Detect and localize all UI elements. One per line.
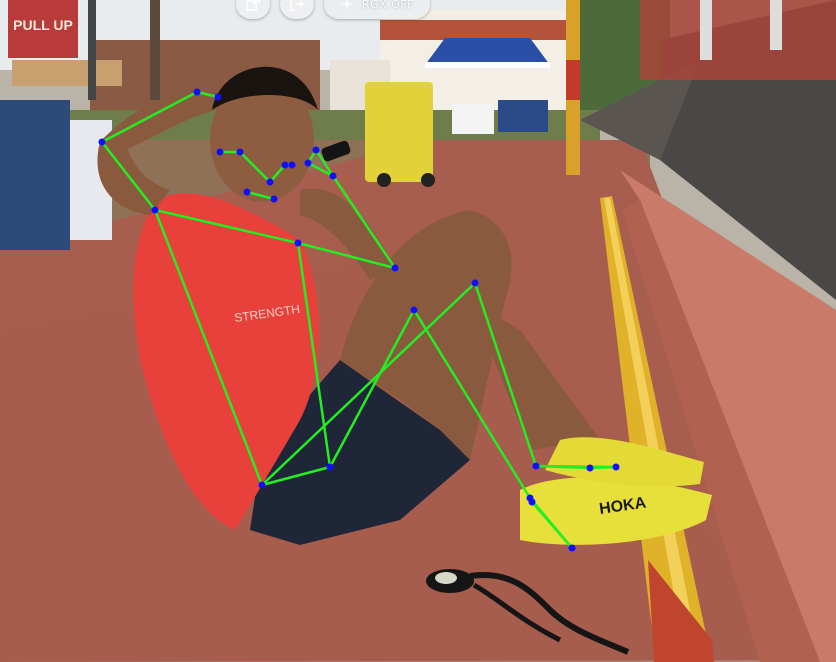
top-toolbar: RGX OFF xyxy=(236,0,431,20)
exit-button[interactable] xyxy=(280,0,314,19)
yellow-bin xyxy=(365,82,433,182)
stopwatch xyxy=(426,569,630,655)
head xyxy=(210,78,314,202)
rgx-toggle[interactable]: RGX OFF xyxy=(324,0,431,19)
banner-text: PULL UP xyxy=(13,17,73,33)
pullup-banner xyxy=(8,0,78,58)
share-button[interactable] xyxy=(236,0,270,19)
rgx-toggle-label: RGX OFF xyxy=(362,0,415,11)
exit-icon xyxy=(290,0,305,11)
share-icon xyxy=(246,0,260,11)
shoe-brand-text: HOKA xyxy=(598,495,647,518)
sparkle-icon xyxy=(341,0,353,10)
